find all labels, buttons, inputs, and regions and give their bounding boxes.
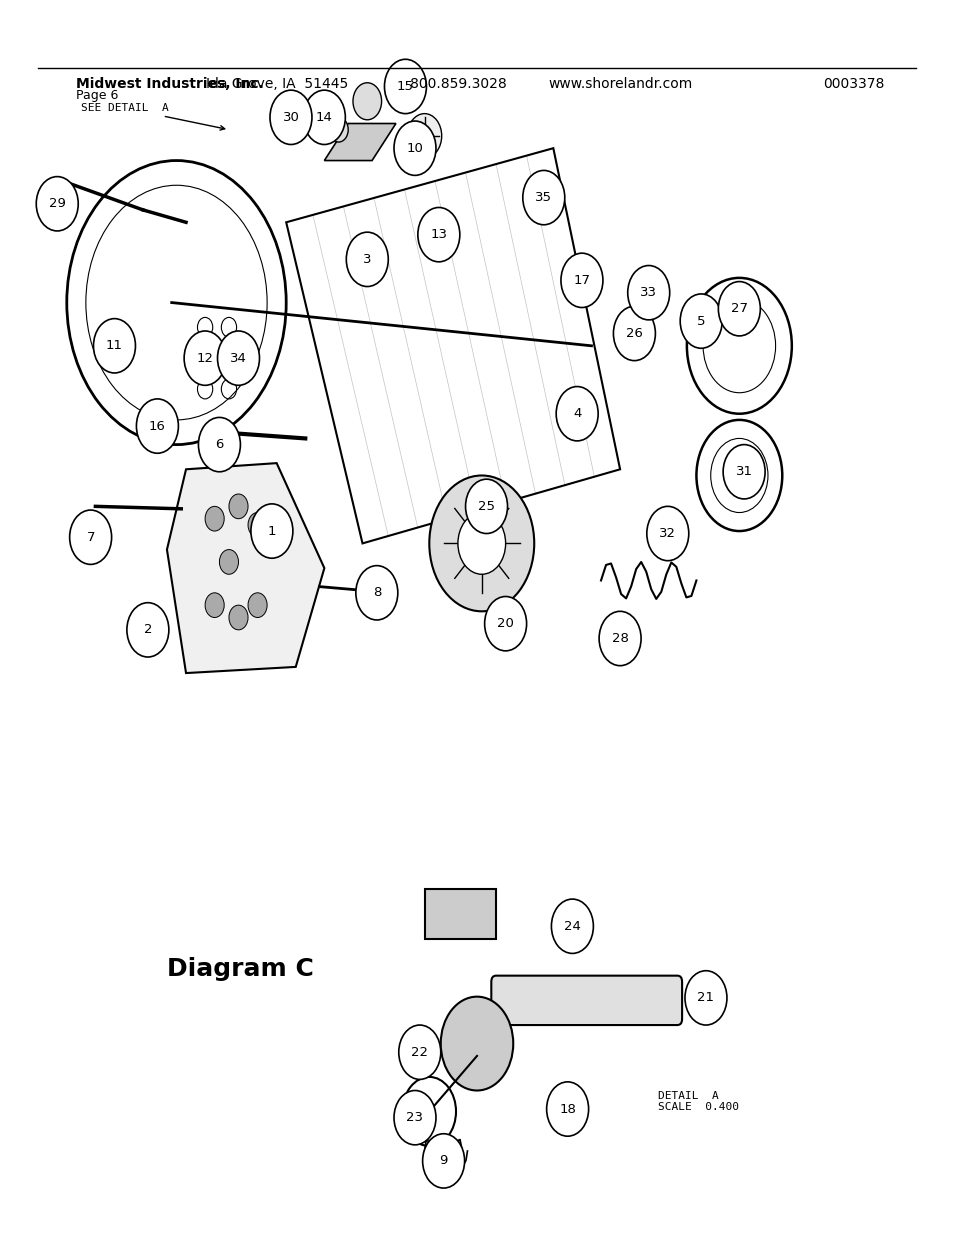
Text: 32: 32	[659, 527, 676, 540]
Text: Diagram C: Diagram C	[167, 957, 314, 982]
Circle shape	[684, 971, 726, 1025]
Text: 33: 33	[639, 287, 657, 299]
Circle shape	[394, 121, 436, 175]
Circle shape	[217, 331, 259, 385]
Circle shape	[127, 603, 169, 657]
Circle shape	[329, 117, 348, 142]
Circle shape	[457, 513, 505, 574]
Circle shape	[205, 506, 224, 531]
Circle shape	[484, 597, 526, 651]
Text: 11: 11	[106, 340, 123, 352]
Text: 18: 18	[558, 1103, 576, 1115]
Text: 9: 9	[439, 1155, 447, 1167]
Circle shape	[551, 899, 593, 953]
Text: www.shorelandr.com: www.shorelandr.com	[547, 77, 692, 90]
Text: 13: 13	[430, 228, 447, 241]
Text: 1: 1	[268, 525, 275, 537]
Text: 3: 3	[363, 253, 371, 266]
Circle shape	[229, 494, 248, 519]
Text: 20: 20	[497, 618, 514, 630]
Text: 26: 26	[625, 327, 642, 340]
Circle shape	[465, 479, 507, 534]
Text: 23: 23	[406, 1112, 423, 1124]
Text: 10: 10	[406, 142, 423, 154]
Circle shape	[394, 1091, 436, 1145]
Text: 27: 27	[730, 303, 747, 315]
Circle shape	[36, 177, 78, 231]
Text: 17: 17	[573, 274, 590, 287]
Text: 2: 2	[144, 624, 152, 636]
Circle shape	[248, 513, 267, 537]
Text: 35: 35	[535, 191, 552, 204]
Text: Ida Grove, IA  51445: Ida Grove, IA 51445	[205, 77, 348, 90]
Polygon shape	[324, 124, 395, 161]
Polygon shape	[167, 463, 324, 673]
Circle shape	[251, 504, 293, 558]
Circle shape	[384, 59, 426, 114]
Circle shape	[184, 331, 226, 385]
Circle shape	[136, 399, 178, 453]
Circle shape	[355, 566, 397, 620]
Text: 4: 4	[573, 408, 580, 420]
Circle shape	[718, 282, 760, 336]
Text: 31: 31	[735, 466, 752, 478]
Text: 5: 5	[697, 315, 704, 327]
Circle shape	[722, 445, 764, 499]
Text: 8: 8	[373, 587, 380, 599]
Text: 30: 30	[282, 111, 299, 124]
Circle shape	[556, 387, 598, 441]
FancyBboxPatch shape	[424, 889, 496, 939]
Text: Midwest Industries, Inc.: Midwest Industries, Inc.	[76, 77, 264, 90]
Text: 34: 34	[230, 352, 247, 364]
Circle shape	[303, 90, 345, 144]
Circle shape	[229, 605, 248, 630]
Text: 29: 29	[49, 198, 66, 210]
Circle shape	[422, 1134, 464, 1188]
Circle shape	[353, 83, 381, 120]
Circle shape	[646, 506, 688, 561]
Text: 12: 12	[196, 352, 213, 364]
Circle shape	[440, 997, 513, 1091]
Text: 28: 28	[611, 632, 628, 645]
Circle shape	[205, 593, 224, 618]
Circle shape	[560, 253, 602, 308]
Text: 7: 7	[87, 531, 94, 543]
Circle shape	[270, 90, 312, 144]
Text: 14: 14	[315, 111, 333, 124]
Text: 0003378: 0003378	[822, 77, 883, 90]
Circle shape	[219, 550, 238, 574]
Circle shape	[346, 232, 388, 287]
Text: 15: 15	[396, 80, 414, 93]
Circle shape	[613, 306, 655, 361]
FancyBboxPatch shape	[491, 976, 681, 1025]
Circle shape	[627, 266, 669, 320]
Circle shape	[198, 417, 240, 472]
Text: DETAIL  A
SCALE  0.400: DETAIL A SCALE 0.400	[658, 1091, 739, 1113]
Circle shape	[417, 207, 459, 262]
Circle shape	[93, 319, 135, 373]
Circle shape	[546, 1082, 588, 1136]
Circle shape	[598, 611, 640, 666]
Circle shape	[398, 1025, 440, 1079]
Circle shape	[679, 294, 721, 348]
Circle shape	[429, 475, 534, 611]
Text: 22: 22	[411, 1046, 428, 1058]
Text: 25: 25	[477, 500, 495, 513]
Text: 800.859.3028: 800.859.3028	[409, 77, 506, 90]
Circle shape	[70, 510, 112, 564]
Text: 21: 21	[697, 992, 714, 1004]
Text: SEE DETAIL  A: SEE DETAIL A	[81, 104, 225, 130]
Circle shape	[248, 593, 267, 618]
Text: 16: 16	[149, 420, 166, 432]
Circle shape	[522, 170, 564, 225]
Text: Page 6: Page 6	[76, 89, 118, 103]
Text: 24: 24	[563, 920, 580, 932]
Text: 6: 6	[215, 438, 223, 451]
Circle shape	[407, 114, 441, 158]
